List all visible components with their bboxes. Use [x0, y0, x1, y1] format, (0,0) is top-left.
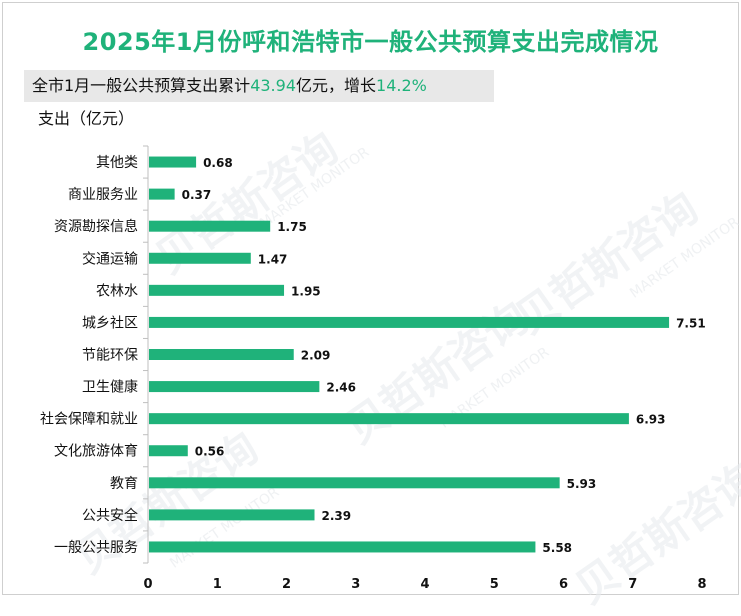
data-label: 2.46: [326, 381, 356, 395]
data-label: 1.95: [291, 284, 321, 298]
category-label: 其他类: [96, 155, 138, 171]
bar: [149, 477, 560, 489]
data-label: 0.68: [203, 156, 233, 170]
category-label: 商业服务业: [68, 187, 138, 203]
data-label: 6.93: [636, 413, 666, 427]
data-label: 2.09: [301, 349, 331, 363]
summary-banner: 全市1月一般公共预算支出累计43.94亿元，增长14.2%: [24, 70, 494, 102]
category-label: 节能环保: [82, 348, 138, 364]
category-label: 卫生健康: [82, 379, 138, 396]
bar: [149, 413, 629, 425]
bar: [149, 188, 175, 200]
bar: [149, 349, 294, 360]
x-tick-label: 8: [697, 577, 706, 592]
data-label: 2.39: [322, 509, 352, 523]
x-tick-label: 3: [351, 577, 360, 592]
x-tick-label: 5: [490, 577, 499, 592]
x-tick-label: 7: [628, 577, 637, 592]
bar: [149, 252, 251, 264]
summary-growth: 14.2%: [376, 76, 427, 95]
x-tick-label: 2: [282, 577, 291, 592]
category-label: 农林水: [96, 283, 138, 299]
bar: [149, 541, 536, 553]
data-label: 0.37: [182, 188, 212, 202]
data-label: 1.47: [258, 252, 288, 266]
x-tick-label: 1: [213, 577, 222, 592]
summary-middle: 亿元，增长: [296, 76, 377, 95]
data-label: 1.75: [277, 220, 307, 234]
category-label: 文化旅游体育: [54, 444, 138, 460]
chart-title: 2025年1月份呼和浩特市一般公共预算支出完成情况: [82, 28, 659, 56]
category-label: 社会保障和就业: [40, 412, 138, 428]
data-label: 5.93: [567, 477, 597, 491]
axis-unit-label: 支出（亿元）: [38, 109, 135, 128]
bar: [149, 445, 188, 457]
data-label: 7.51: [676, 316, 706, 330]
summary-prefix: 全市1月一般公共预算支出累计: [32, 76, 251, 95]
x-tick-label: 6: [559, 577, 568, 592]
data-label: 5.58: [542, 541, 572, 555]
x-tick-label: 0: [143, 577, 152, 592]
category-label: 资源勘探信息: [54, 218, 138, 235]
x-tick-label: 4: [420, 577, 429, 592]
bar: [149, 381, 320, 393]
data-label: 0.56: [195, 445, 225, 459]
bar: [149, 316, 670, 328]
category-label: 城乡社区: [82, 315, 138, 331]
category-label: 公共安全: [82, 507, 138, 524]
category-label: 交通运输: [82, 250, 138, 267]
bar-chart: 其他类 0.68 商业服务业 0.37 资源勘探信息 1.75 交通运输 1.47 农林水 1.9…: [40, 145, 707, 592]
category-label: 教育: [110, 476, 138, 492]
summary-amount: 43.94: [250, 76, 296, 95]
bar: [149, 220, 271, 232]
category-label: 一般公共服务: [54, 540, 138, 556]
bar: [149, 509, 315, 521]
bar: [149, 284, 285, 296]
bar: [149, 156, 197, 168]
